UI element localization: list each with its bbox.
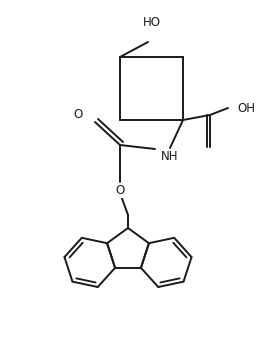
Text: O: O <box>115 184 125 197</box>
Text: NH: NH <box>161 150 179 163</box>
Text: OH: OH <box>237 102 255 114</box>
Text: HO: HO <box>143 16 161 29</box>
Text: O: O <box>74 109 83 121</box>
